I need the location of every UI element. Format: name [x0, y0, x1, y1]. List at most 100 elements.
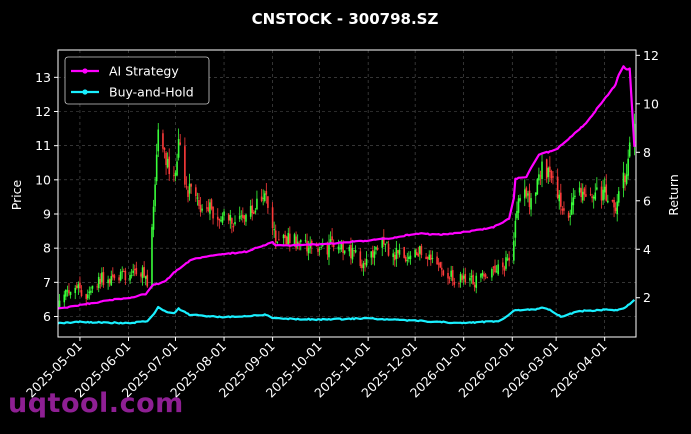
candle-body	[572, 197, 575, 206]
candle-body	[603, 186, 606, 193]
candle-body	[243, 215, 246, 220]
candle-body	[74, 287, 77, 294]
candle-body	[152, 206, 155, 230]
candle-body	[256, 198, 258, 210]
candle-body	[464, 273, 467, 283]
candle-body	[483, 274, 485, 277]
candle-body	[569, 215, 572, 218]
candle-body	[249, 206, 252, 217]
candle-body	[231, 218, 233, 224]
candle-body	[340, 243, 343, 250]
candle-body	[480, 273, 482, 278]
candle-body	[318, 249, 321, 251]
y-tick-label-right: 4	[643, 242, 651, 257]
candle-body	[459, 274, 462, 282]
candle-body	[91, 285, 94, 289]
candle-body	[594, 192, 597, 200]
candle-body	[350, 244, 352, 259]
candle-body	[75, 285, 78, 288]
candle-body	[124, 270, 127, 281]
candle-body	[119, 271, 122, 281]
candle-body	[439, 262, 442, 268]
candle-body	[404, 256, 407, 262]
candle-body	[528, 190, 531, 207]
candle-body	[502, 262, 504, 268]
candle-body	[508, 257, 510, 261]
candle-body	[166, 158, 169, 168]
candle-body	[403, 247, 405, 258]
candle-body	[462, 275, 465, 279]
candle-body	[112, 274, 114, 277]
candle-body	[90, 290, 92, 293]
candle-body	[278, 239, 280, 241]
candle-body	[450, 270, 452, 277]
legend-box	[64, 56, 210, 105]
candle-body	[184, 146, 186, 185]
candle-body	[428, 254, 431, 260]
candle-body	[495, 271, 498, 273]
candle-body	[359, 251, 362, 266]
candle-body	[306, 241, 308, 252]
candle-body	[461, 275, 463, 280]
candle-body	[262, 197, 264, 199]
candle-body	[187, 190, 189, 197]
candle-body	[570, 202, 573, 215]
candle-body	[436, 256, 438, 265]
legend-swatch-marker	[82, 89, 88, 95]
candle-body	[605, 184, 608, 201]
candle-body	[581, 191, 584, 201]
series-line-buy-and-hold	[57, 298, 636, 325]
y-axis-label-left: Price	[9, 179, 24, 210]
candle-body	[263, 193, 266, 202]
candle-body	[538, 174, 540, 181]
candle-body	[176, 161, 178, 176]
y-tick-label-left: 9	[43, 207, 51, 222]
candle-body	[519, 198, 521, 201]
candle-body	[628, 142, 631, 157]
candle-body	[370, 251, 373, 258]
candle-body	[627, 158, 629, 176]
legend-label: Buy-and-Hold	[109, 85, 194, 100]
candle-body	[585, 194, 587, 197]
y-tick-label-right: 2	[643, 290, 651, 305]
candle-body	[591, 196, 593, 199]
candle-body	[326, 244, 329, 255]
candle-body	[328, 242, 330, 258]
candle-body	[472, 274, 474, 285]
candle-body	[387, 243, 390, 256]
candle-body	[375, 247, 377, 250]
candle-body	[299, 240, 302, 243]
candle-body	[339, 248, 341, 250]
candle-body	[329, 239, 332, 245]
candle-body	[560, 192, 562, 207]
plot-frame	[57, 49, 637, 338]
candle-body	[144, 276, 147, 279]
candle-body	[229, 215, 232, 221]
candle-body	[265, 191, 268, 195]
candle-body	[252, 212, 255, 215]
candle-body	[69, 291, 72, 296]
candle-body	[607, 200, 609, 203]
candle-body	[600, 186, 603, 201]
candle-body	[492, 266, 495, 268]
candle-body	[420, 246, 423, 256]
candle-body	[133, 269, 136, 271]
y-tick-label-left: 6	[43, 309, 51, 324]
series-line-ai-strategy	[57, 65, 636, 310]
candle-body	[273, 229, 275, 231]
candle-body	[494, 265, 496, 273]
candle-body	[397, 250, 399, 254]
candle-body	[110, 276, 113, 286]
candle-body	[596, 187, 598, 190]
candle-body	[232, 226, 235, 228]
candle-body	[221, 216, 224, 223]
candle-body	[97, 276, 100, 289]
candle-body	[430, 254, 432, 260]
candle-body	[624, 175, 626, 183]
candle-body	[315, 245, 318, 247]
candle-body	[567, 212, 570, 218]
candle-body	[168, 156, 171, 175]
candle-body	[251, 205, 254, 214]
candle-body	[563, 208, 565, 211]
candle-body	[284, 234, 286, 238]
